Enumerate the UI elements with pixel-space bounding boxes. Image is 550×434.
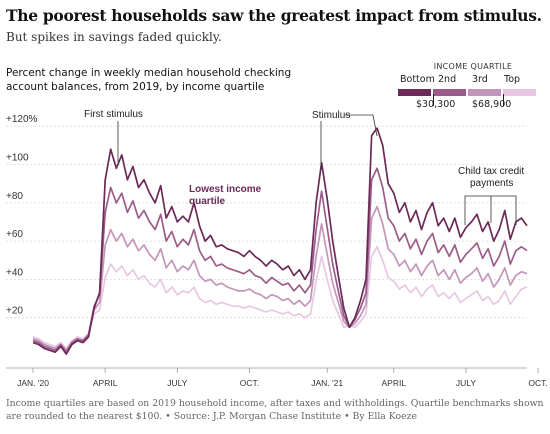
legend-swatch-2nd — [433, 89, 466, 96]
annotations: First stimulus Stimulus Lowest income qu… — [84, 109, 524, 225]
child-tax-credit-label-line2: payments — [470, 178, 513, 189]
legend-title: INCOME QUARTILE — [433, 62, 513, 71]
y-tick-label: +80 — [6, 191, 23, 202]
x-tick-label: OCT. — [240, 378, 259, 388]
legend-label-3rd: 3rd — [472, 74, 488, 85]
x-tick-label: APRIL — [93, 378, 118, 388]
y-tick-label: +120% — [6, 114, 38, 125]
y-tick-label: +100 — [6, 153, 29, 164]
x-tick-label: OCT. — [528, 378, 547, 388]
lowest-income-label-line1: Lowest income — [189, 184, 262, 195]
lowest-income-label-line2: quartile — [189, 196, 226, 207]
footnote: Income quartiles are based on 2019 house… — [6, 398, 544, 422]
legend-label-bottom: Bottom — [400, 74, 435, 85]
legend-labels: Bottom 2nd 3rd Top — [398, 74, 548, 87]
chart-title: The poorest households saw the greatest … — [6, 6, 542, 25]
series-line-bottom — [32, 127, 528, 355]
series-line-3rd — [32, 205, 528, 352]
legend-benchmark-high: $68,900 — [472, 99, 512, 110]
x-tick-label: JAN. '21 — [311, 378, 343, 388]
child-tax-credit-label-line1: Child tax credit — [458, 166, 524, 177]
y-tick-label: +40 — [6, 267, 23, 278]
legend-label-top: Top — [504, 74, 521, 85]
series-line-2nd — [32, 167, 528, 354]
series-lines — [32, 127, 528, 355]
y-axis-ticks: +20 +40 +60 +80 +100 +120% — [6, 114, 38, 317]
legend-benchmarks: $30,300 $68,900 — [398, 94, 548, 112]
series-line-top — [32, 245, 528, 350]
legend-swatch-bottom — [398, 89, 431, 96]
legend-label-2nd: 2nd — [438, 74, 457, 85]
chart-subtitle: But spikes in savings faded quickly. — [6, 30, 222, 44]
legend-swatches — [398, 89, 548, 96]
legend-swatch-top — [503, 89, 536, 96]
y-tick-label: +20 — [6, 306, 23, 317]
chart-description: Percent change in weekly median househol… — [6, 67, 292, 93]
legend-benchmark-tick — [503, 94, 504, 106]
stimulus-label: Stimulus — [312, 110, 350, 121]
legend-swatch-3rd — [468, 89, 501, 96]
x-tick-label: JULY — [456, 378, 476, 388]
x-tick-label: JULY — [167, 378, 187, 388]
stimulus-leader-2 — [345, 114, 378, 137]
income-quartile-legend: INCOME QUARTILE Bottom 2nd 3rd Top $30,3… — [398, 62, 548, 112]
grid-lines — [6, 125, 527, 319]
x-tick-label: APRIL — [381, 378, 406, 388]
legend-benchmark-tick — [433, 94, 434, 106]
legend-benchmark-low: $30,300 — [416, 99, 456, 110]
x-axis: JAN. '20 APRIL JULY OCT. JAN. '21 APRIL JULY OC… — [6, 367, 548, 388]
x-tick-label: JAN. '20 — [17, 378, 49, 388]
y-tick-label: +60 — [6, 229, 23, 240]
first-stimulus-label: First stimulus — [84, 109, 143, 120]
child-tax-credit-bracket — [464, 195, 517, 225]
